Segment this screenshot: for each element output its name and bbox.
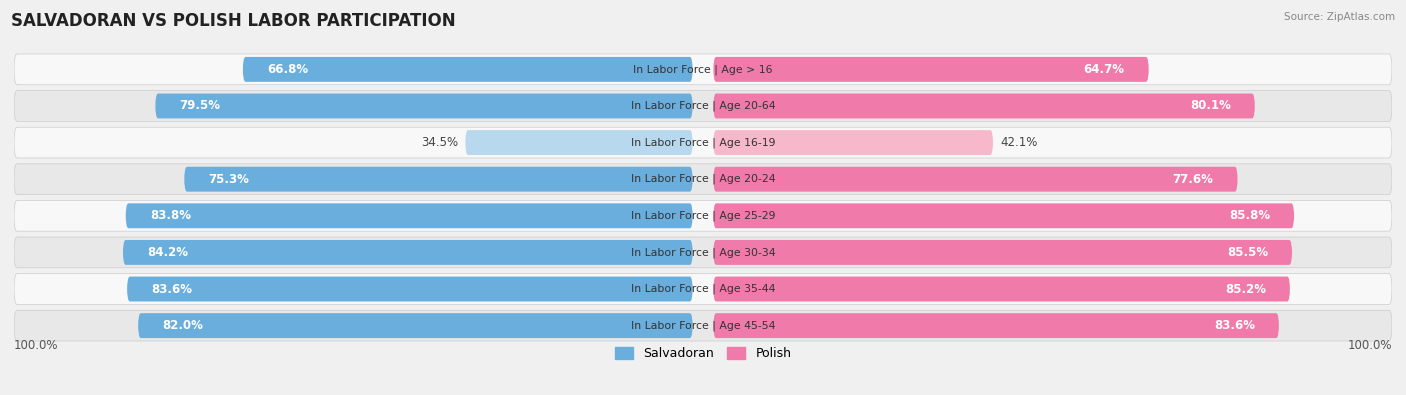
Text: SALVADORAN VS POLISH LABOR PARTICIPATION: SALVADORAN VS POLISH LABOR PARTICIPATION — [11, 12, 456, 30]
FancyBboxPatch shape — [122, 240, 693, 265]
FancyBboxPatch shape — [127, 276, 693, 301]
Text: 82.0%: 82.0% — [162, 319, 202, 332]
Text: 66.8%: 66.8% — [267, 63, 308, 76]
FancyBboxPatch shape — [125, 203, 693, 228]
Text: 83.8%: 83.8% — [150, 209, 191, 222]
FancyBboxPatch shape — [14, 237, 1392, 268]
FancyBboxPatch shape — [243, 57, 693, 82]
FancyBboxPatch shape — [713, 240, 1292, 265]
FancyBboxPatch shape — [14, 127, 1392, 158]
Text: In Labor Force | Age 35-44: In Labor Force | Age 35-44 — [631, 284, 775, 294]
Text: 83.6%: 83.6% — [152, 282, 193, 295]
FancyBboxPatch shape — [713, 313, 1279, 338]
FancyBboxPatch shape — [14, 54, 1392, 85]
Text: In Labor Force | Age > 16: In Labor Force | Age > 16 — [633, 64, 773, 75]
Text: 42.1%: 42.1% — [1000, 136, 1038, 149]
Text: 77.6%: 77.6% — [1173, 173, 1213, 186]
Text: 85.2%: 85.2% — [1225, 282, 1265, 295]
Text: 100.0%: 100.0% — [1347, 339, 1392, 352]
FancyBboxPatch shape — [14, 164, 1392, 195]
Text: 79.5%: 79.5% — [180, 100, 221, 113]
Text: 75.3%: 75.3% — [208, 173, 249, 186]
Text: 34.5%: 34.5% — [422, 136, 458, 149]
Text: 100.0%: 100.0% — [14, 339, 59, 352]
FancyBboxPatch shape — [14, 274, 1392, 305]
FancyBboxPatch shape — [713, 276, 1289, 301]
FancyBboxPatch shape — [713, 94, 1254, 118]
FancyBboxPatch shape — [184, 167, 693, 192]
FancyBboxPatch shape — [14, 90, 1392, 121]
Text: 64.7%: 64.7% — [1084, 63, 1125, 76]
Text: In Labor Force | Age 16-19: In Labor Force | Age 16-19 — [631, 137, 775, 148]
Text: 84.2%: 84.2% — [148, 246, 188, 259]
Legend: Salvadoran, Polish: Salvadoran, Polish — [610, 342, 796, 365]
FancyBboxPatch shape — [155, 94, 693, 118]
FancyBboxPatch shape — [465, 130, 693, 155]
FancyBboxPatch shape — [14, 200, 1392, 231]
FancyBboxPatch shape — [713, 130, 993, 155]
Text: In Labor Force | Age 30-34: In Labor Force | Age 30-34 — [631, 247, 775, 258]
Text: In Labor Force | Age 20-24: In Labor Force | Age 20-24 — [631, 174, 775, 184]
FancyBboxPatch shape — [713, 203, 1294, 228]
Text: 80.1%: 80.1% — [1189, 100, 1230, 113]
Text: Source: ZipAtlas.com: Source: ZipAtlas.com — [1284, 12, 1395, 22]
FancyBboxPatch shape — [14, 310, 1392, 341]
FancyBboxPatch shape — [713, 167, 1237, 192]
FancyBboxPatch shape — [713, 57, 1149, 82]
Text: In Labor Force | Age 25-29: In Labor Force | Age 25-29 — [631, 211, 775, 221]
Text: 85.8%: 85.8% — [1229, 209, 1270, 222]
FancyBboxPatch shape — [138, 313, 693, 338]
Text: 85.5%: 85.5% — [1227, 246, 1268, 259]
Text: In Labor Force | Age 45-54: In Labor Force | Age 45-54 — [631, 320, 775, 331]
Text: 83.6%: 83.6% — [1213, 319, 1254, 332]
Text: In Labor Force | Age 20-64: In Labor Force | Age 20-64 — [631, 101, 775, 111]
